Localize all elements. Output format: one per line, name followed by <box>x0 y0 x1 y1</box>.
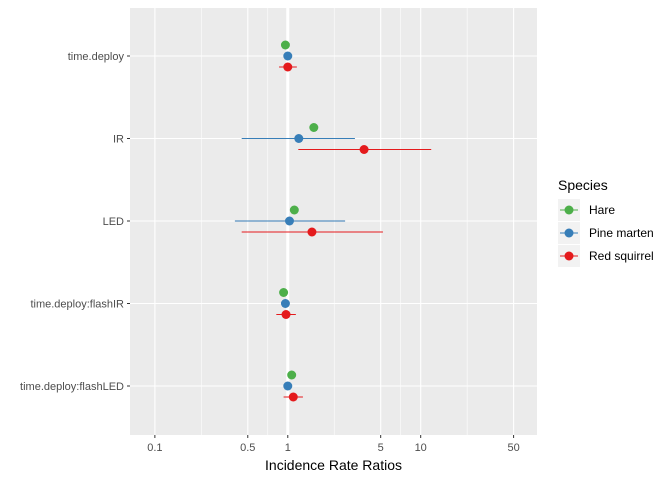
x-tick-label: 0.5 <box>240 442 255 454</box>
data-point <box>283 51 293 61</box>
y-tick-label: time.deploy:flashLED <box>20 381 124 393</box>
series-hare <box>279 40 319 380</box>
legend: Species Hare Pine marten Red squirrel <box>558 177 654 267</box>
data-point <box>359 145 369 154</box>
data-marks <box>234 40 432 402</box>
y-tick-label: LED <box>103 216 124 228</box>
y-tick-label: time.deploy:flashIR <box>30 299 124 311</box>
data-point <box>279 288 289 297</box>
series-red-squirrel <box>241 62 432 402</box>
data-point <box>283 62 293 72</box>
legend-key-point <box>564 251 574 261</box>
data-point <box>280 299 290 308</box>
data-point <box>281 310 291 319</box>
x-tick-label: 5 <box>378 442 384 454</box>
data-point <box>283 381 293 391</box>
legend-label: Pine marten <box>589 226 654 240</box>
legend-label: Hare <box>589 203 615 217</box>
data-point <box>288 392 298 402</box>
data-point <box>289 205 299 215</box>
x-tick-label: 50 <box>507 442 519 454</box>
x-tick-label: 1 <box>285 442 291 454</box>
x-tick-label: 10 <box>415 442 427 454</box>
legend-label: Red squirrel <box>589 249 654 263</box>
legend-title: Species <box>558 177 608 193</box>
y-axis: time.deploy IR LED time.deploy:flashIR time.… <box>20 51 130 393</box>
legend-key-point <box>564 205 574 215</box>
data-point <box>284 216 294 226</box>
legend-key-point <box>564 228 574 238</box>
x-axis-title: Incidence Rate Ratios <box>265 457 402 473</box>
series-pine-marten <box>234 51 355 391</box>
x-axis: 0.1 0.5 1 5 10 50 <box>147 435 520 454</box>
data-point <box>309 123 319 132</box>
x-tick-label: 0.1 <box>147 442 162 454</box>
data-point <box>294 134 304 143</box>
y-tick-label: time.deploy <box>68 51 125 63</box>
data-point <box>307 227 317 237</box>
y-tick-label: IR <box>113 134 124 146</box>
data-point <box>280 40 290 50</box>
data-point <box>287 370 297 380</box>
